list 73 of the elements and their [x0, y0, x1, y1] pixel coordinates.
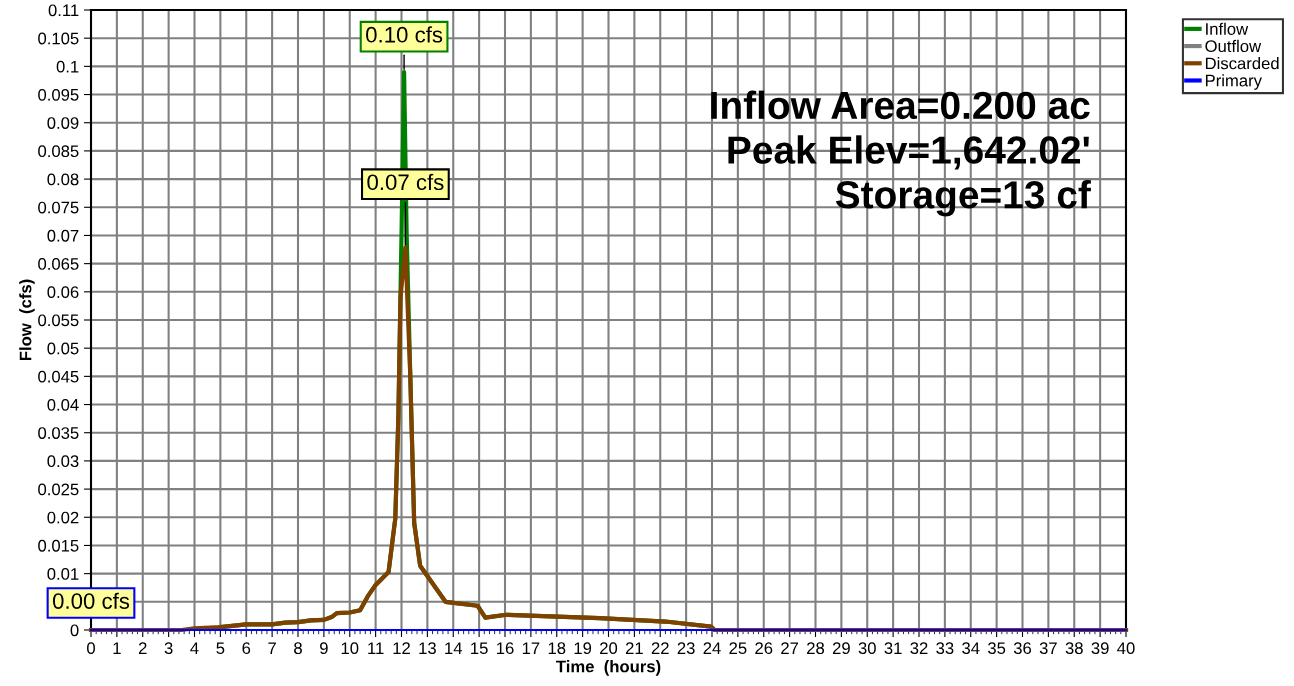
- x-tick-label: 2: [138, 642, 147, 654]
- y-tick-label: 0.085: [38, 145, 79, 158]
- x-tick-label: 1: [113, 642, 121, 654]
- y-tick-label: 0.035: [38, 427, 79, 439]
- x-tick-label: 32: [910, 642, 928, 655]
- legend-label: Outflow: [1205, 39, 1262, 53]
- x-tick-label: 27: [781, 642, 799, 654]
- x-tick-label: 30: [858, 642, 876, 655]
- x-tick-label: 35: [987, 642, 1006, 655]
- x-tick-label: 15: [471, 642, 488, 655]
- y-tick-label: 0.08: [47, 173, 79, 186]
- y-tick-label: 0.015: [38, 539, 79, 552]
- y-tick-label: 0: [70, 624, 79, 637]
- x-tick-label: 3: [164, 642, 173, 655]
- y-tick-label: 0.075: [38, 201, 79, 214]
- x-tick-label: 10: [341, 642, 359, 655]
- x-tick-label: 18: [548, 642, 566, 655]
- x-tick-label: 40: [1117, 642, 1135, 655]
- annotation: 0.00 cfs: [52, 592, 130, 609]
- x-tick-label: 31: [884, 642, 902, 655]
- x-tick-label: 14: [445, 642, 463, 654]
- y-tick-label: 0.045: [38, 370, 79, 383]
- x-tick-label: 23: [677, 642, 695, 655]
- x-tick-label: 34: [962, 642, 980, 655]
- x-tick-label: 26: [755, 642, 773, 655]
- x-tick-label: 22: [651, 642, 669, 654]
- x-tick-label: 12: [393, 642, 410, 654]
- x-tick-label: 29: [832, 642, 850, 655]
- x-tick-label: 0: [87, 642, 95, 655]
- annotation: Inflow Area=0.200 ac Peak Elev=1,642.02' Storage=13 cf: [711, 90, 1091, 217]
- x-tick-label: 38: [1065, 642, 1083, 655]
- x-tick-label: 24: [703, 642, 721, 654]
- annotation: 0.07 cfs: [367, 173, 444, 191]
- x-tick-label: 21: [625, 642, 643, 654]
- x-axis-title: Time (hours): [556, 660, 661, 676]
- x-tick-label: 13: [419, 642, 436, 655]
- y-tick-label: 0.04: [47, 398, 79, 411]
- x-tick-label: 4: [190, 642, 199, 654]
- y-axis-title: Flow (cfs): [19, 279, 35, 361]
- y-tick-label: 0.05: [47, 342, 79, 355]
- x-tick-label: 7: [268, 642, 276, 654]
- y-tick-label: 0.055: [38, 314, 79, 327]
- x-tick-label: 20: [600, 642, 618, 655]
- x-tick-label: 39: [1091, 642, 1109, 655]
- legend-label: Discarded: [1205, 57, 1279, 70]
- x-tick-label: 5: [216, 642, 225, 655]
- x-tick-label: 8: [294, 642, 302, 655]
- legend-label: Inflow: [1206, 22, 1249, 35]
- x-tick-label: 28: [807, 642, 825, 655]
- annotation: 0.10 cfs: [366, 26, 443, 43]
- x-tick-label: 11: [368, 642, 384, 654]
- x-tick-label: 19: [574, 642, 592, 655]
- y-tick-label: 0.07: [47, 229, 79, 242]
- y-tick-label: 0.11: [48, 4, 79, 17]
- y-tick-label: 0.095: [38, 88, 79, 101]
- y-tick-label: 0.025: [38, 483, 79, 496]
- x-tick-label: 9: [320, 642, 328, 655]
- y-tick-label: 0.02: [47, 511, 79, 524]
- x-tick-label: 33: [936, 642, 954, 655]
- y-tick-label: 0.06: [47, 286, 79, 299]
- legend-label: Primary: [1205, 74, 1262, 90]
- x-tick-label: 37: [1039, 642, 1057, 655]
- x-tick-label: 6: [242, 642, 251, 655]
- y-tick-label: 0.03: [47, 455, 79, 468]
- y-tick-label: 0.01: [47, 568, 79, 580]
- y-tick-label: 0.1: [56, 60, 79, 73]
- x-tick-label: 16: [497, 642, 514, 655]
- y-tick-label: 0.065: [38, 258, 79, 270]
- x-tick-label: 36: [1013, 642, 1032, 655]
- x-tick-label: 25: [729, 642, 747, 655]
- y-tick-label: 0.09: [47, 117, 79, 129]
- x-tick-label: 17: [522, 642, 540, 654]
- y-tick-label: 0.105: [38, 32, 79, 45]
